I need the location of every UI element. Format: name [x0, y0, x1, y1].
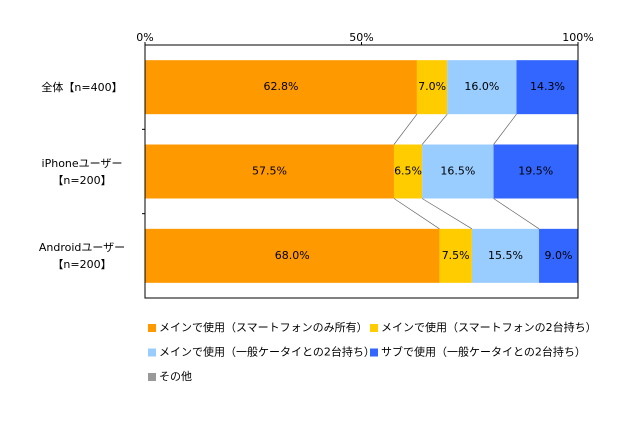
bar-segment: [145, 228, 440, 283]
legend-swatch: [148, 324, 156, 332]
legend-swatch: [148, 373, 156, 381]
connector-line: [493, 198, 540, 230]
bar-segment: [145, 60, 417, 115]
bar-segment: [539, 228, 578, 283]
bar-segment: [447, 60, 517, 115]
data-label: 62.8%: [263, 80, 298, 93]
data-label: 57.5%: [252, 165, 287, 178]
connector-line: [421, 113, 448, 145]
bar-segment: [493, 144, 578, 199]
data-label: 16.0%: [464, 80, 499, 93]
bar-segment: [471, 228, 540, 283]
data-label: 7.5%: [442, 249, 470, 262]
data-label: 15.5%: [488, 249, 523, 262]
bar-segment: [393, 144, 423, 199]
legend-swatch: [148, 348, 156, 357]
bar-segment: [145, 144, 394, 199]
category-label: 全体【n=400】: [41, 80, 123, 94]
connector-line: [393, 113, 418, 145]
data-label: 6.5%: [394, 165, 422, 178]
connector-line: [421, 198, 473, 230]
data-label: 16.5%: [440, 165, 475, 178]
legend-label: その他: [159, 370, 192, 383]
data-label: 68.0%: [275, 249, 310, 262]
legend-label: メインで使用（スマートフォンのみ所有）: [159, 320, 368, 334]
plot-frame: [144, 44, 579, 299]
bar-segment: [416, 60, 448, 115]
bar-segment: [439, 228, 472, 283]
legend-label: サブで使用（一般ケータイとの2台持ち）: [381, 345, 586, 359]
data-label: 7.0%: [418, 80, 446, 93]
x-tick-label: 100%: [562, 31, 593, 44]
legend-swatch: [370, 348, 378, 357]
data-label: 14.3%: [530, 80, 565, 93]
category-label: Androidユーザー 【n=200】: [38, 240, 126, 271]
x-tick-label: 50%: [349, 31, 373, 44]
data-label: 9.0%: [545, 249, 573, 262]
x-tick-label: 0%: [136, 31, 153, 44]
data-label: 19.5%: [518, 165, 553, 178]
connector-line: [493, 113, 517, 145]
legend-label: メインで使用（スマートフォンの2台持ち）: [381, 320, 597, 334]
legend-label: メインで使用（一般ケータイとの2台持ち）: [159, 345, 375, 359]
bar-segment: [516, 60, 579, 115]
category-label: iPhoneユーザー 【n=200】: [41, 156, 123, 187]
legend-swatch: [370, 324, 378, 332]
connector-line: [393, 198, 440, 230]
bar-segment: [422, 144, 494, 199]
